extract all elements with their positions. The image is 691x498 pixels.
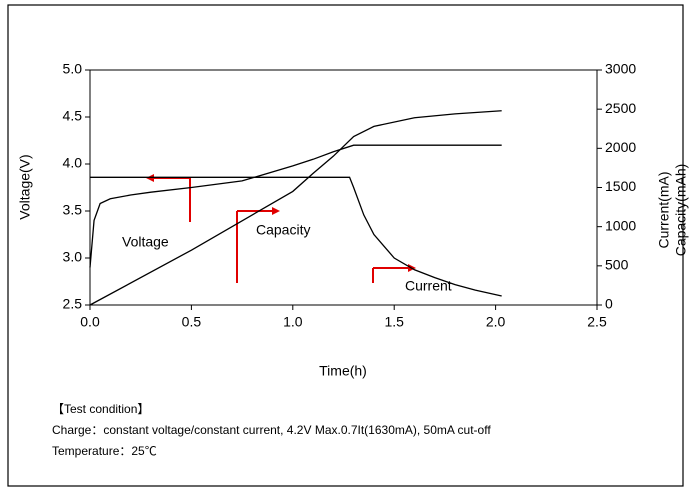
footnote: Temperature：25℃ bbox=[52, 444, 157, 458]
y-tick-label: 3.0 bbox=[63, 249, 83, 265]
footnote: Charge：constant voltage/constant current… bbox=[52, 423, 491, 437]
y-tick-label: 3.5 bbox=[63, 202, 83, 218]
series-label: Current bbox=[405, 278, 452, 294]
x-axis-label: Time(h) bbox=[319, 363, 367, 379]
x-tick-label: 1.0 bbox=[283, 314, 303, 330]
y2-axis-label: Capacity(mAh) bbox=[673, 164, 689, 257]
series-line bbox=[89, 144, 502, 268]
x-tick-label: 2.0 bbox=[486, 314, 506, 330]
y2-tick-label: 2000 bbox=[605, 139, 636, 155]
x-tick-label: 0.0 bbox=[80, 314, 100, 330]
y-tick-label: 5.0 bbox=[63, 61, 83, 77]
series-line bbox=[90, 176, 502, 297]
footnote: 【Test condition】 bbox=[52, 402, 149, 416]
y-tick-label: 2.5 bbox=[63, 296, 83, 312]
y2-tick-label: 3000 bbox=[605, 61, 636, 77]
y2-tick-label: 2500 bbox=[605, 100, 636, 116]
series-label: Capacity bbox=[256, 222, 310, 238]
y2-tick-label: 0 bbox=[605, 296, 613, 312]
y-tick-label: 4.5 bbox=[63, 108, 83, 124]
y2-tick-label: 1500 bbox=[605, 178, 636, 194]
y2-tick-label: 1000 bbox=[605, 217, 636, 233]
x-tick-label: 1.5 bbox=[384, 314, 404, 330]
x-tick-label: 2.5 bbox=[587, 314, 607, 330]
series-label: Voltage bbox=[122, 234, 169, 250]
frame bbox=[7, 4, 684, 487]
y-tick-label: 4.0 bbox=[63, 155, 83, 171]
y2-axis-label: Current(mA) bbox=[656, 171, 672, 248]
x-tick-label: 0.5 bbox=[182, 314, 202, 330]
y2-tick-label: 500 bbox=[605, 257, 629, 273]
y-axis-label: Voltage(V) bbox=[17, 154, 33, 219]
series-line bbox=[89, 110, 502, 306]
